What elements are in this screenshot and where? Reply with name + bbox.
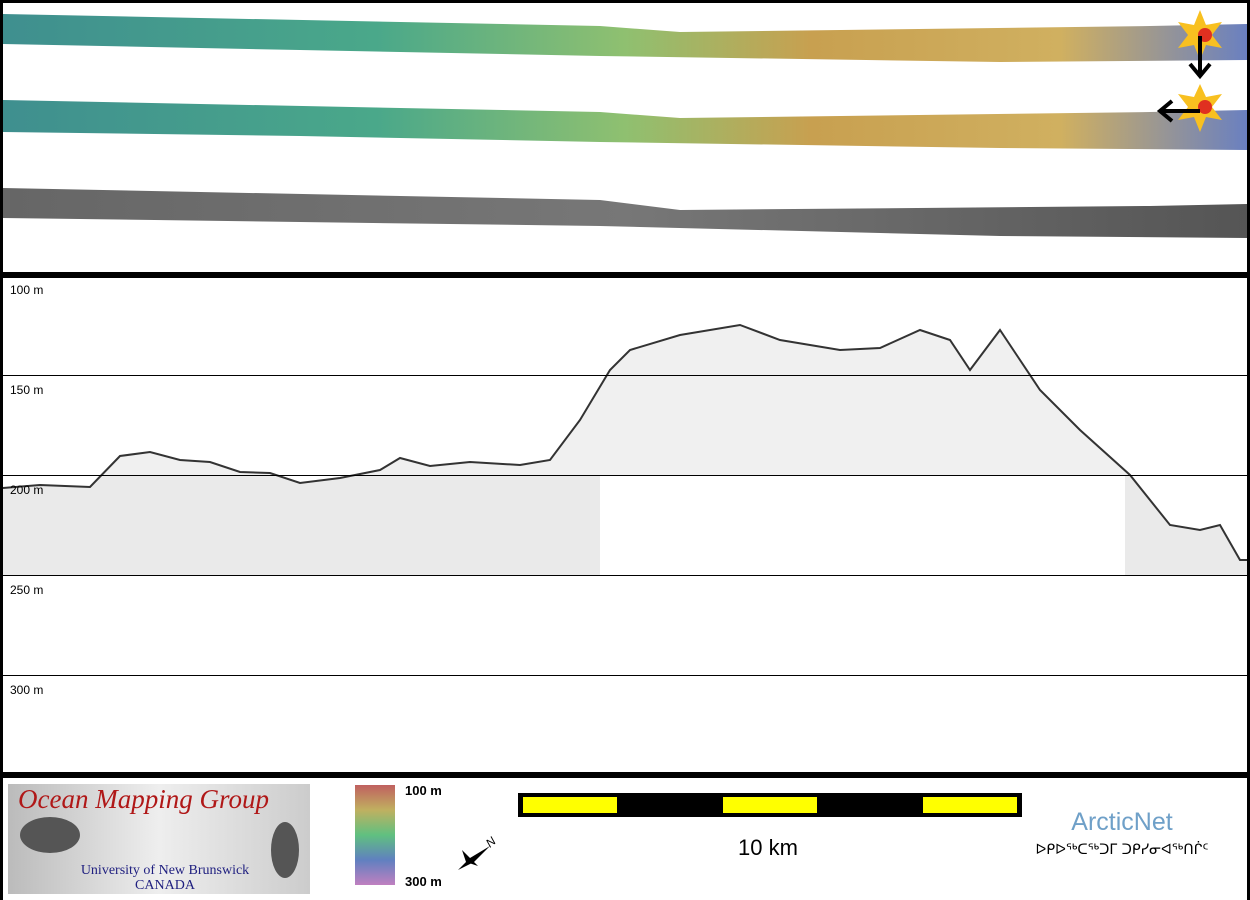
profile-shade — [3, 475, 600, 575]
depth-lines — [3, 375, 1247, 676]
logo-graphic — [271, 822, 299, 878]
scale-segment — [923, 797, 1017, 813]
partner-name: ArcticNet — [1071, 808, 1172, 836]
depth-label: 200 m — [10, 483, 43, 497]
sidescan-strip — [3, 188, 1247, 238]
scale-label: 10 km — [738, 835, 798, 860]
logo-university: University of New Brunswick — [81, 863, 249, 878]
logo-graphic — [20, 817, 80, 853]
sun-icon — [1178, 10, 1222, 80]
depth-label: 300 m — [10, 683, 43, 697]
colorbar-top: 100 m — [405, 783, 442, 798]
logo-title: Ocean Mapping Group — [18, 784, 269, 814]
depth-label: 150 m — [10, 383, 43, 397]
sun-icon — [1156, 84, 1222, 132]
depth-label: 100 m — [10, 283, 43, 297]
scale-segment — [523, 797, 617, 813]
shaded-strip — [3, 100, 1247, 150]
scale-segment — [723, 797, 817, 813]
water-column — [3, 280, 1247, 560]
partner-inuktitut: ᐅᑭᐅᖅᑕᖅᑐᒥ ᑐᑭᓯᓂᐊᖅᑎᒌᑦ — [1036, 841, 1209, 858]
depth-label: 250 m — [10, 583, 43, 597]
seafloor-profile — [2, 323, 1247, 561]
logo-country: CANADA — [135, 878, 196, 893]
colorbar — [355, 785, 395, 885]
bathymetry-strip — [3, 14, 1247, 62]
colorbar-bottom: 300 m — [405, 874, 442, 889]
